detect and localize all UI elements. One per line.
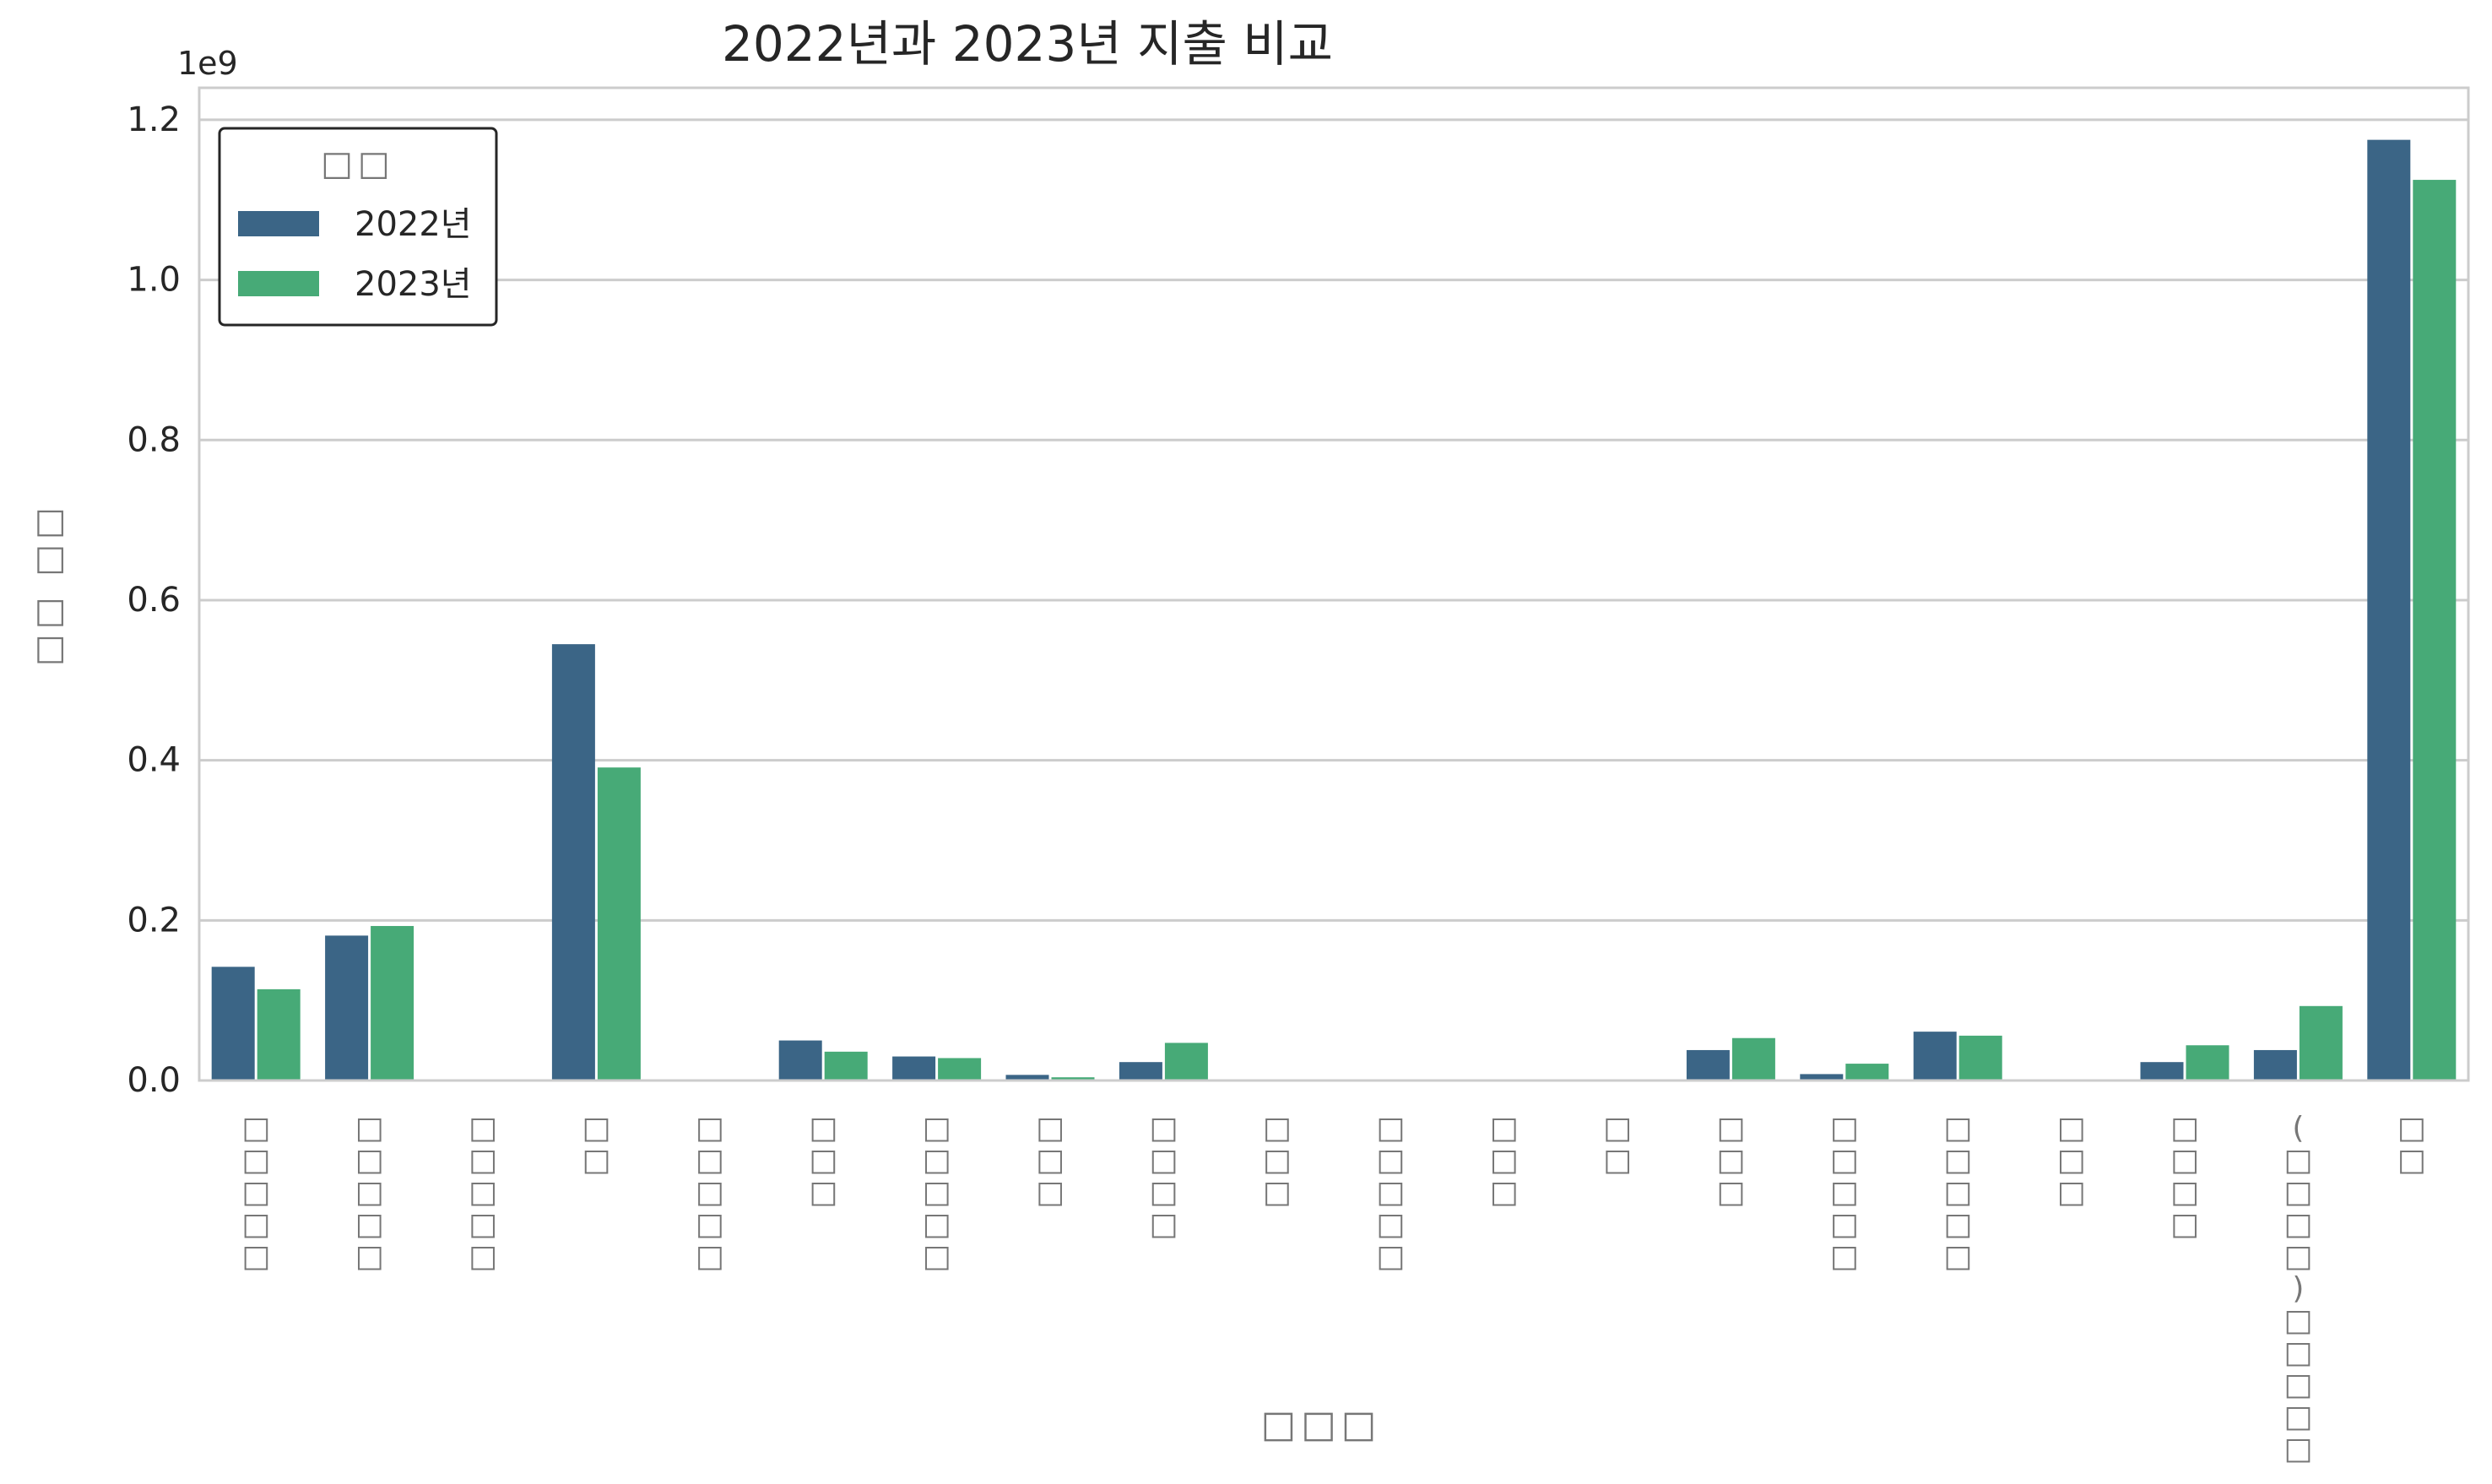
legend-title: □□ — [321, 144, 395, 183]
bar-2023 — [257, 988, 301, 1081]
y-tick-label: 1.2 — [127, 100, 181, 139]
legend-label-2023: 2023년 — [355, 265, 472, 304]
y-tick-labels: 0.0 0.2 0.4 0.6 0.8 1.0 1.2 — [127, 100, 181, 1100]
bar-2023 — [597, 767, 641, 1081]
x-tick-label: □ □ □ □ □ — [696, 1111, 724, 1274]
bar-2022 — [211, 967, 255, 1081]
bar-2023 — [371, 925, 414, 1081]
y-tick-label: 0.4 — [127, 741, 181, 780]
bar-2022 — [551, 644, 595, 1081]
y-tick-label: 1.0 — [127, 261, 181, 300]
legend-swatch-2023 — [238, 271, 319, 296]
bar-2022 — [1913, 1032, 1957, 1081]
y-axis-label: □□ □□ — [29, 502, 68, 666]
axes-layer — [198, 86, 2470, 1082]
chart-title: 2022년과 2023년 지출 비교 — [722, 15, 1333, 73]
bar-2022 — [325, 935, 369, 1081]
x-tick-labels: □ □ □ □ □□ □ □ □ □□ □ □ □ □□ □□ □ □ □ □□ □ □□ □ □ □ □□ □ □□ □ □ □□ □ □… — [241, 1111, 2426, 1466]
bar-2023 — [2186, 1045, 2229, 1081]
x-tick-label: □ □ □ □ □ — [1830, 1111, 1859, 1274]
grid-layer — [199, 118, 2468, 1082]
plot-frame — [198, 86, 2470, 1082]
bar-2023 — [2413, 180, 2457, 1081]
x-tick-label: □ □ □ — [1490, 1111, 1519, 1210]
bar-2023 — [2299, 1005, 2343, 1081]
x-tick-label: □ □ — [582, 1111, 610, 1178]
bar-2022 — [1800, 1074, 1844, 1081]
x-tick-label: □ □ □ — [1716, 1111, 1745, 1210]
x-tick-label: □ □ □ — [1036, 1111, 1065, 1210]
bar-2023 — [1845, 1064, 1889, 1081]
bar-2022 — [1005, 1075, 1049, 1081]
legend-label-2022: 2022년 — [355, 205, 472, 244]
bar-2022 — [778, 1040, 822, 1081]
bar-2022 — [892, 1056, 936, 1081]
bar-2022 — [1686, 1049, 1730, 1081]
bar-2023 — [1958, 1035, 2002, 1081]
x-tick-label: (□ □ □ □) □ □ □ □ □ — [2283, 1111, 2312, 1466]
x-tick-label: □ □ □ □ — [1149, 1111, 1178, 1242]
bar-2022 — [2140, 1062, 2184, 1081]
x-tick-label: □ □ — [2397, 1111, 2426, 1178]
x-tick-label: □ □ □ — [809, 1111, 837, 1210]
y-tick-label: 0.2 — [127, 901, 181, 940]
x-tick-label: □ □ □ □ □ — [1376, 1111, 1405, 1274]
bar-2023 — [1051, 1077, 1095, 1081]
x-tick-label: □ □ □ □ □ — [355, 1111, 384, 1274]
x-axis-label: □□□ — [1261, 1403, 1382, 1446]
y-offset-text: 1e9 — [177, 45, 238, 82]
legend-swatch-2022 — [238, 211, 319, 236]
bar-2023 — [824, 1051, 868, 1081]
legend: □□ 2022년 2023년 — [218, 127, 498, 327]
x-tick-label: □ □ □ □ □ — [1943, 1111, 1972, 1274]
x-tick-label: □ □ □ — [2057, 1111, 2086, 1210]
bar-2022 — [2367, 139, 2411, 1081]
x-tick-label: □ □ □ □ □ — [469, 1111, 497, 1274]
x-tick-label: □ □ □ □ □ — [923, 1111, 951, 1274]
x-tick-label: □ □ □ □ — [2170, 1111, 2199, 1242]
bar-2023 — [938, 1058, 982, 1081]
bar-2022 — [1119, 1062, 1162, 1081]
y-tick-label: 0.0 — [127, 1061, 181, 1100]
bar-2023 — [1731, 1037, 1775, 1081]
y-tick-label: 0.6 — [127, 581, 181, 620]
bar-2022 — [2253, 1049, 2297, 1081]
y-tick-label: 0.8 — [127, 420, 181, 459]
bar-2023 — [1164, 1043, 1208, 1081]
bars-layer — [211, 139, 2457, 1081]
x-tick-label: □ □ □ — [1263, 1111, 1292, 1210]
x-tick-label: □ □ □ □ □ — [241, 1111, 270, 1274]
x-tick-label: □ □ — [1603, 1111, 1632, 1178]
